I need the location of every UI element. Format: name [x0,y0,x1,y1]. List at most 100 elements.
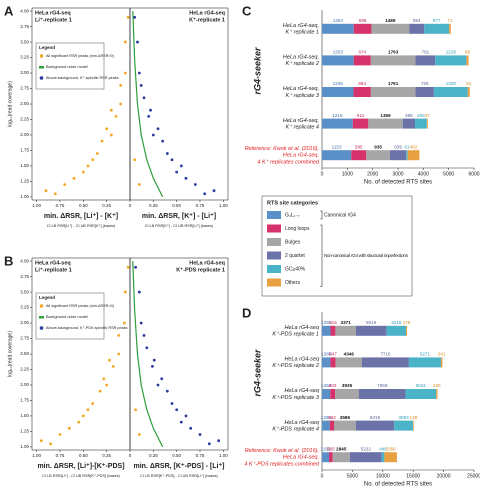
x-tick-label: 2000 [367,171,378,177]
peak-point [137,71,141,75]
y-tick-label: 3.00 [20,70,29,75]
peak-point [111,364,115,368]
peak-point [145,346,149,350]
peak-point [39,439,43,443]
value-label: 5019 [366,320,377,325]
annotation: HeLa rG4-seq [189,10,225,16]
peak-point [151,133,155,137]
peak-point [151,364,154,368]
legend-label: GC≥40% [285,266,306,272]
legend-swatch [267,265,281,273]
value-label: 803 [329,383,337,388]
x-tick-label: 5000 [347,473,358,479]
legend-swatch [39,304,44,308]
background-model-line [132,261,164,448]
value-label: 1153 [321,446,331,451]
value-label: 241 [438,352,446,357]
peak-point [123,321,126,325]
peak-point [193,183,197,186]
category-label: HeLa rG4-seq [284,357,319,363]
legend-label: G₃L₁₋₇ [285,212,300,218]
peak-point [136,40,139,44]
annotation: HeLa rG4-seq [35,260,71,266]
bar-segment [352,118,369,129]
bar-segment [322,389,331,399]
bar-segment [329,452,333,463]
bar-segment [466,55,469,66]
bar-segment [322,357,331,368]
y-tick-label: 3.25 [20,305,29,310]
peak-point [175,170,179,174]
bar-segment [381,452,385,463]
y-tick-label: 1.50 [20,163,29,168]
value-label: 847 [329,352,337,357]
value-label: 6316 [370,415,381,420]
bracket [320,210,323,220]
x-axis-label: min. ΔRSR, [Li⁺]-[K⁺-PDS] [37,463,124,470]
category-label: HeLa rG4-seq [284,325,319,331]
category-label: K⁺ replicate 2 [286,61,319,67]
value-label: 1153 [332,144,342,149]
legend-swatch [39,54,44,58]
bar-segment [402,118,416,129]
peak-point [207,442,211,446]
peak-point [117,352,121,356]
x-tick-label: 0 [129,453,132,458]
y-tick-label: 2.00 [20,382,29,387]
value-label: 1229 [446,50,457,55]
value-label: 977 [433,18,441,23]
value-label: 1245 [333,81,344,86]
x-tick-label: 0.25 [149,453,158,458]
value-label: 595 [355,144,363,149]
x-tick-label: 0 [129,203,132,208]
peak-point [152,358,156,362]
x-axis-sublabel: CI LB RSR[Li⁺] - CI UB RSR[K⁺] (bases) [47,224,116,228]
bar-segment [384,452,397,463]
value-label: 781 [422,50,430,55]
y-tick-label: 2.25 [20,367,29,372]
legend-swatch [39,76,44,80]
group-label: rG4-seeker [252,47,262,95]
legend-swatch [39,326,44,330]
value-label: 5222 [361,446,372,451]
legend-swatch [267,278,281,287]
legend-swatch [39,316,44,319]
category-label: K⁺-PDS replicate 2 [272,363,319,369]
bar-segment [389,150,407,161]
x-tick-label: 0.50 [172,453,181,458]
peak-point [123,71,127,75]
x-tick-label: 1.00 [219,203,228,208]
x-tick-label: 1.00 [219,453,228,458]
bar-segment [335,325,356,336]
value-label: 1253 [333,50,344,55]
bar-segment [335,389,360,399]
peak-point [63,183,67,186]
value-label: 684 [358,81,366,86]
y-tick-label: 3.75 [20,24,29,29]
bar-segment [351,150,367,161]
legend-swatch [267,211,281,219]
legend-label: Background noise model [46,315,88,319]
peak-point [149,108,152,112]
value-label: 2845 [336,446,347,451]
peak-point [81,414,85,418]
category-label: HeLa rG4-seq, [283,23,319,29]
y-tick-label: 1.75 [20,398,29,403]
bracket [320,224,323,287]
bar-segment [330,325,336,336]
peak-point [119,84,123,87]
peak-point [98,389,102,393]
x-axis-label: min. ΔRSR, [K⁺] - [Li⁺] [142,213,216,220]
bar-segment [370,55,416,66]
value-label: 3083 [398,415,409,420]
bar-segment [322,420,330,431]
bar-segment [426,118,428,129]
bar-segment [322,150,352,161]
x-tick-label: 0.25 [102,203,111,208]
x-tick-label: 0.25 [102,453,111,458]
peak-point [67,426,71,430]
legend-box [35,292,105,340]
value-label: 1286 [321,415,332,420]
peak-point [117,334,121,337]
